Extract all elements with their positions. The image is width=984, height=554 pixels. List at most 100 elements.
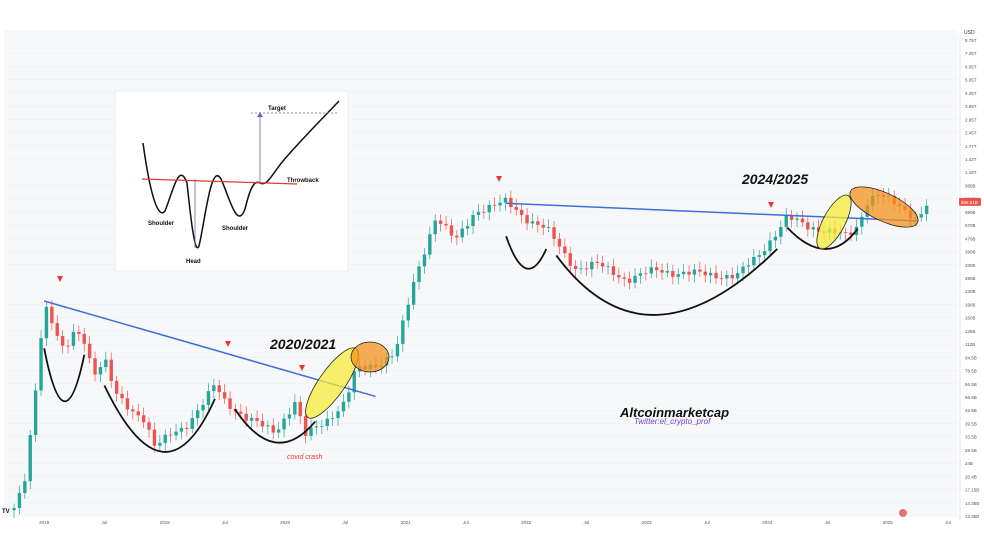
candle-body [503,197,508,203]
candle-body [719,278,724,280]
candle-body [125,398,130,410]
candle-body [887,195,891,197]
candle-body [509,197,513,208]
candle-body [433,220,437,235]
candle-body [293,402,297,415]
x-tick-label: Jul [825,520,831,525]
trendline-1 [43,300,376,398]
candle-body [282,418,286,430]
candle-body [784,215,788,227]
plot-area [4,30,958,516]
candle-body [876,194,880,197]
y-tick-label: 690B [965,210,976,215]
highlight-retest-2020 [350,341,390,373]
candle-body [714,272,718,279]
candle-body [525,214,529,224]
candle-body [644,273,648,275]
candle-body [514,207,518,210]
candle-body [379,365,383,368]
x-tick-label: Jul [343,520,349,525]
candle-body [492,204,497,206]
candle-body [411,281,416,305]
candle-body [249,417,254,421]
candle-body [179,427,184,432]
x-tick-label: 2020 [280,520,291,525]
candle-body [611,266,616,276]
candle-body [557,238,562,247]
candle-body [752,256,756,266]
candle-body [141,415,146,423]
candle-body [438,220,443,224]
candle-body [860,216,864,227]
candle-body [147,422,151,430]
candle-body [870,196,875,206]
candle-body [708,272,713,276]
candle-body [255,417,259,421]
candle-body [606,266,610,268]
inset-head-label: Head [186,259,201,265]
y-tick-label: 66.5B [965,382,977,387]
buy-button[interactable]: 896,632,280,668 BUY [56,38,102,52]
peak-arrow-icon [225,341,231,347]
candle-body [363,366,367,370]
tradingview-logo: TV [2,509,10,515]
candle-body [185,427,189,429]
candle-body [330,418,335,419]
candle-body [23,481,27,494]
candle-body [800,218,805,223]
candle-body [773,236,778,241]
candle-body [865,205,869,217]
candle-body [120,393,124,399]
y-tick-label: 94.5B [965,355,977,360]
candle-body [903,206,907,210]
sell-label: SELL [22,44,32,49]
sell-button[interactable]: 896,632,280,668 SELL [4,38,50,52]
x-tick-label: Jul [945,520,951,525]
cup-arc-2 [103,385,216,453]
y-tick-label: 280B [965,276,976,281]
candle-body [590,261,594,270]
candle-body [519,209,524,215]
y-tick-label: 980B [965,183,976,188]
candle-body [476,211,481,215]
candle-body [741,266,745,274]
candle-body [347,392,351,402]
peak-arrow-icon [299,365,305,371]
candle-body [703,271,707,276]
candle-body [352,371,356,393]
candle-body [881,194,886,197]
candle-body [768,240,772,252]
y-tick-label: 190B [965,302,976,307]
symbol-title[interactable]: Crypto Total Market Cap Excluding BTC an… [14,29,193,35]
candle-body [336,411,340,419]
candle-body [266,425,270,427]
x-tick-label: 2024 [762,520,773,525]
candle-body [892,195,896,205]
candle-body [98,367,103,375]
candle-body [924,205,929,215]
y-tick-label: 4.25T [965,91,977,96]
candle-body [158,442,162,446]
candle-body [368,364,373,370]
covid-crash-label: covid crash [287,454,323,461]
y-tick-label: 2.95T [965,117,977,122]
label-2024-2025: 2024/2025 [741,171,808,187]
candle-body [449,225,454,236]
candle-body [60,335,65,346]
candle-body [725,275,729,279]
y-tick-label: 12.35B [965,514,979,519]
volume-toggle[interactable]: ⌄ 15 [6,54,18,60]
inset-neckline [141,178,298,185]
candle-body [600,262,605,267]
highlight-retest-2025 [849,186,919,228]
candle-body [314,426,319,428]
y-tick-label: 24B [965,461,973,466]
candle-body [595,261,599,263]
candle-body [320,426,324,427]
y-tick-label: 136B [965,329,976,334]
candle-body [833,228,837,234]
candle-body [50,306,54,324]
